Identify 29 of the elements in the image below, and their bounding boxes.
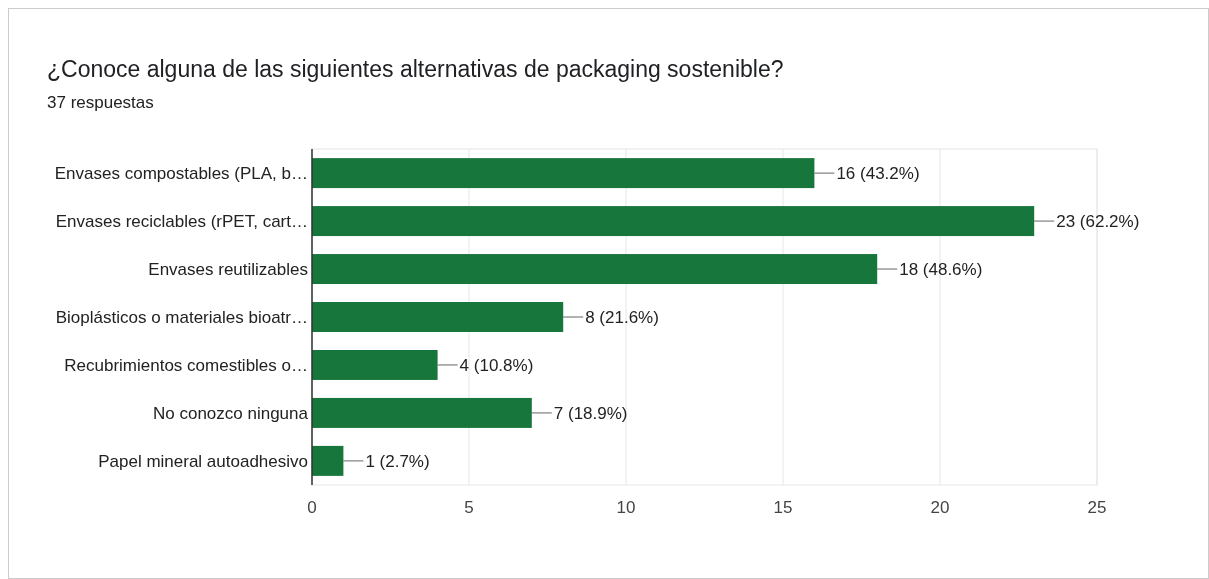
bar [312, 445, 344, 476]
x-tick-label: 0 [307, 498, 317, 517]
chart-title: ¿Conoce alguna de las siguientes alternativas de packaging sostenible? [47, 56, 784, 82]
data-label: 1 (2.7%) [365, 451, 430, 471]
x-tick-label: 5 [464, 498, 474, 517]
x-tick-label: 10 [616, 498, 636, 517]
x-tick-label: 15 [773, 498, 793, 517]
data-label: 8 (21.6%) [585, 307, 659, 327]
bar [312, 349, 438, 380]
data-label: 18 (48.6%) [899, 259, 983, 279]
data-label: 16 (43.2%) [836, 164, 920, 184]
data-label: 7 (18.9%) [553, 403, 628, 423]
y-tick-label: Bioplásticos o materiales bioatr… [55, 307, 308, 327]
bar [312, 397, 532, 428]
y-tick-label: Envases reutilizables [148, 259, 308, 279]
data-label: 4 (10.8%) [459, 355, 534, 375]
text: 37 respuestas [47, 93, 154, 112]
y-tick-label: Recubrimientos comestibles o… [64, 355, 308, 375]
bar [312, 254, 878, 285]
y-tick-label: Envases reciclables (rPET, cart… [55, 212, 308, 232]
x-tick-label: 20 [930, 498, 950, 517]
bar [312, 158, 815, 189]
x-tick-label: 25 [1087, 498, 1107, 517]
y-tick-label: Envases compostables (PLA, b… [54, 164, 308, 184]
bar [312, 302, 564, 332]
y-tick-label: Papel mineral autoadhesivo [98, 451, 308, 471]
y-tick-label: No conozco ninguna [152, 403, 309, 423]
bar [312, 206, 1035, 237]
data-label: 23 (62.2%) [1056, 212, 1140, 232]
